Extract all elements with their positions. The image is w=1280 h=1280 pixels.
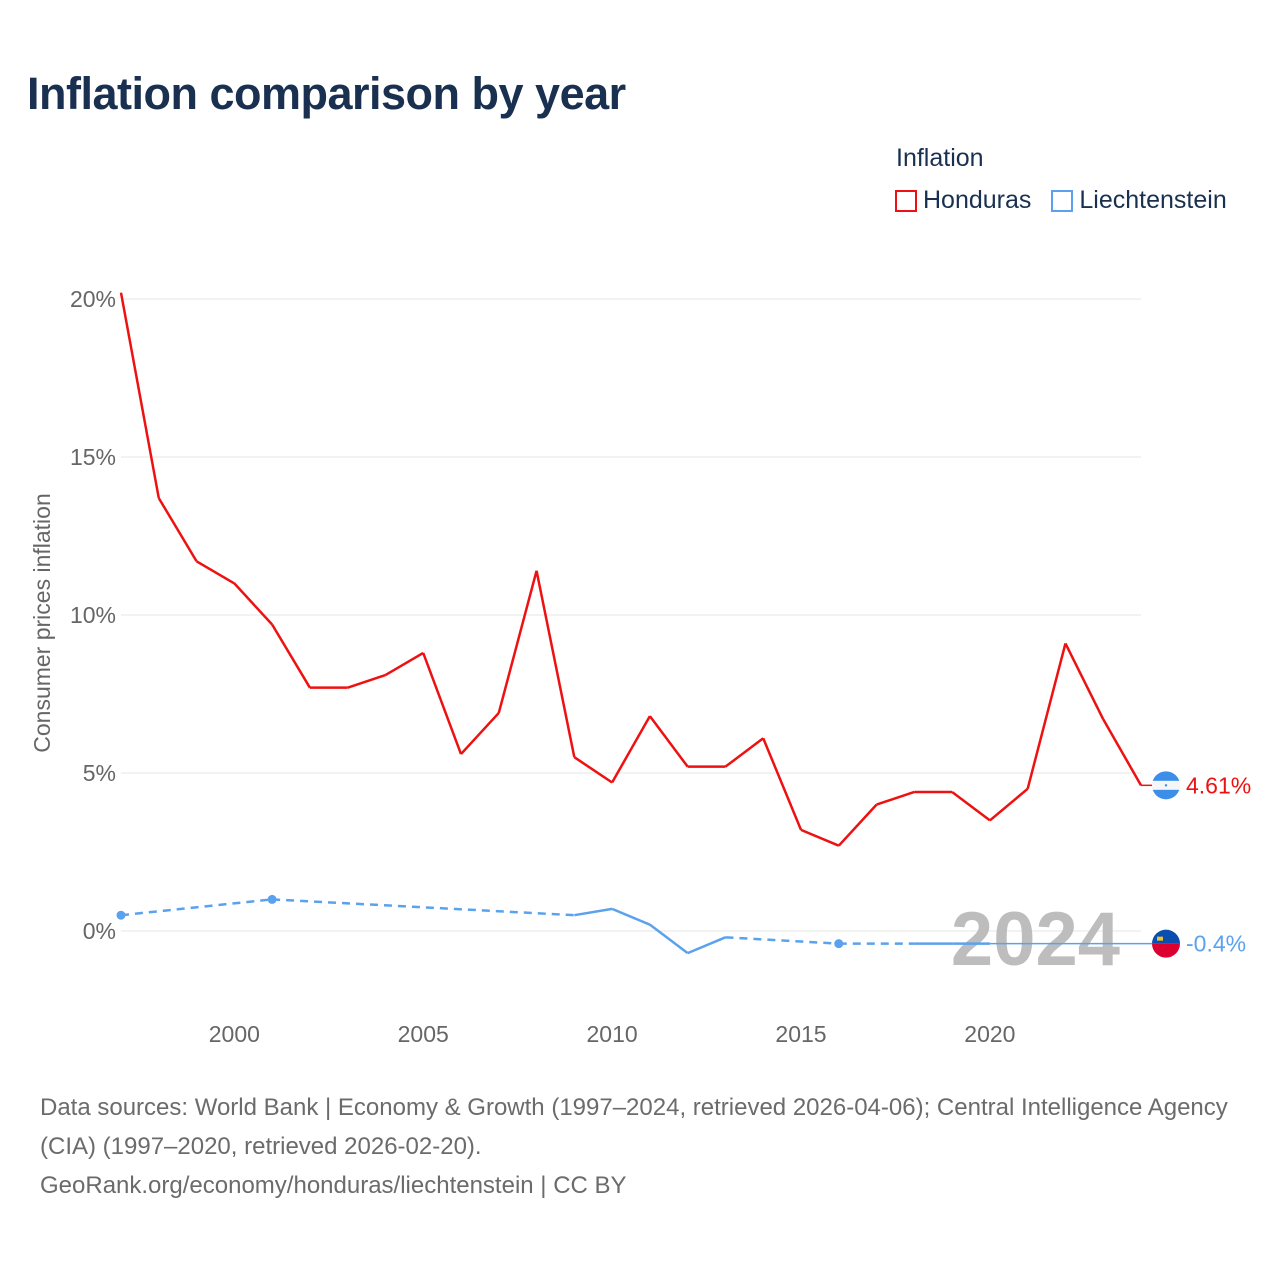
series-segment-honduras [573,756,613,784]
series-segment-liechtenstein [272,898,575,917]
series-segment-liechtenstein [649,923,689,955]
legend: Honduras Liechtenstein [895,186,1227,215]
series-segment-honduras [157,497,198,562]
y-tick-label: 10% [70,602,116,628]
series-segment-honduras [497,570,538,714]
series-segment-honduras [233,582,274,626]
liechtenstein-flag-icon [1152,929,1181,944]
legend-title: Inflation [896,144,984,172]
footer: Data sources: World Bank | Economy & Gro… [40,1088,1250,1205]
series-segment-honduras [611,715,651,784]
series-segment-honduras [951,790,991,822]
legend-swatch-honduras [895,189,917,212]
series-segment-honduras [1026,643,1067,790]
series-segment-honduras [271,623,311,689]
data-point [267,894,277,904]
series-segment-honduras [422,652,463,755]
flag-star [1164,784,1168,787]
x-tick-label: 2015 [775,1021,826,1047]
series-segment-liechtenstein [574,907,613,917]
legend-swatch-liechtenstein [1051,189,1074,212]
series-segment-honduras [460,712,500,755]
series-segment-liechtenstein [120,898,273,917]
series-segment-honduras [195,560,235,585]
y-tick-label: 0% [83,918,116,944]
series-segment-liechtenstein [687,936,726,955]
series-segment-honduras [119,292,161,499]
series-segment-honduras [1102,718,1143,786]
y-tick-label: 15% [70,444,116,470]
x-tick-label: 2005 [398,1021,449,1047]
series-segment-honduras [837,803,878,847]
series-segment-honduras [762,737,803,831]
legend-item-liechtenstein[interactable]: Liechtenstein [1051,186,1227,215]
legend-label: Liechtenstein [1079,186,1227,214]
year-watermark: 2024 [951,897,1120,982]
series-segment-honduras [384,651,424,677]
end-value-label: -0.4% [1186,931,1246,957]
y-tick-label: 20% [70,286,116,312]
credit-link[interactable]: GeoRank.org/economy/honduras/liechtenste… [40,1172,627,1199]
legend-label: Honduras [923,186,1032,214]
legend-item-honduras[interactable]: Honduras [895,186,1031,215]
chart-title: Inflation comparison by year [27,68,626,119]
y-axis-label: Consumer prices inflation [29,493,55,753]
series-segment-honduras [800,828,840,847]
series-segment-liechtenstein [725,936,839,945]
series-segment-honduras [648,715,689,768]
series-segment-honduras [876,790,915,806]
flag-lower-half [1152,943,1181,958]
x-tick-label: 2000 [209,1021,260,1047]
y-tick-label: 5% [83,760,116,786]
data-point [116,910,126,920]
series-segment-honduras [989,787,1029,822]
series-segment-honduras [724,737,764,768]
series-segment-honduras [1064,642,1105,720]
series-segment-liechtenstein [611,907,651,926]
series-segment-honduras [347,673,386,689]
x-tick-label: 2010 [587,1021,638,1047]
series-segment-honduras [535,570,576,758]
data-point [834,939,844,949]
data-sources: Data sources: World Bank | Economy & Gro… [40,1094,1228,1160]
end-value-label: 4.61% [1186,772,1251,798]
x-tick-label: 2020 [964,1021,1015,1047]
flag-crown [1157,936,1163,941]
